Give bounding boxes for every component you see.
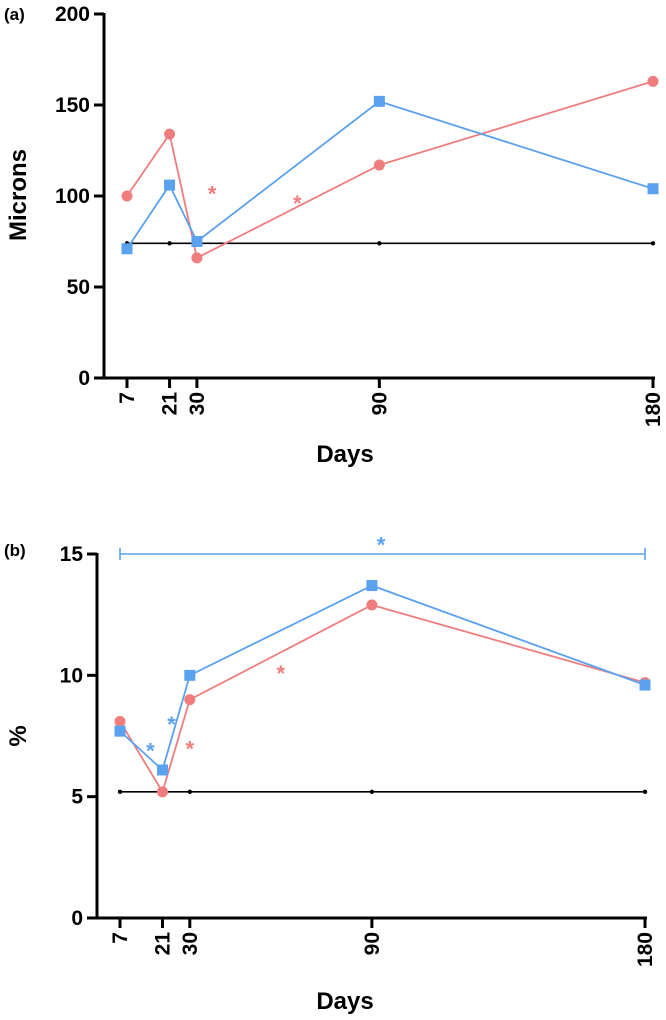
panel-a-x-tick-label: 30 bbox=[186, 392, 209, 415]
panel-a-x-tick-label: 90 bbox=[368, 392, 391, 415]
panel-b-series-blue-point bbox=[156, 764, 168, 776]
panel-a-series-blue-point bbox=[191, 236, 203, 247]
panel-a-series-red-point bbox=[647, 75, 659, 87]
panel-b-series-blue-point bbox=[184, 669, 196, 681]
panel-b-series-red-point bbox=[114, 715, 126, 727]
panel-a-label: (a) bbox=[4, 5, 25, 24]
panel-a-series-blue-point bbox=[647, 183, 659, 195]
panel-a-series-blue-point bbox=[164, 179, 176, 191]
panel-a-significance-asterisk: * bbox=[293, 191, 302, 216]
panel-b-significance-asterisk: * bbox=[146, 739, 155, 764]
panel-b-baseline-dot bbox=[117, 789, 123, 795]
panel-a-series-red-point bbox=[121, 190, 133, 202]
panel-a-y-axis-title: Microns bbox=[5, 149, 32, 241]
panel-b-y-tick-label: 10 bbox=[60, 664, 83, 687]
panel-b-significance-asterisk: * bbox=[186, 736, 195, 761]
panel-b: (b) Days % 0 5 10 15 7 21 30 90 180 * * * * * bbox=[4, 532, 657, 1015]
panel-b-x-tick-label: 180 bbox=[634, 932, 657, 967]
panel-b-series-blue-line bbox=[119, 584, 646, 772]
panel-b-y-tick-label: 15 bbox=[60, 543, 84, 566]
panel-a-baseline-dot bbox=[167, 241, 172, 246]
panel-a-series-red-line bbox=[126, 80, 654, 260]
panel-a-plot: 0 50 100 150 200 7 21 30 90 180 * * bbox=[55, 3, 665, 427]
panel-b-series-blue-point bbox=[639, 679, 651, 691]
panel-b-series-red-point bbox=[156, 786, 168, 798]
panel-b-baseline-dot bbox=[369, 789, 375, 795]
panel-a-y-tick-label: 50 bbox=[67, 276, 90, 299]
panel-b-label: (b) bbox=[4, 541, 26, 560]
panel-a-y-tick-label: 200 bbox=[55, 3, 90, 26]
panel-b-series-blue-point bbox=[114, 725, 126, 737]
panel-a-baseline-dot bbox=[650, 241, 656, 246]
panel-a-significance-asterisk: * bbox=[208, 182, 217, 207]
panel-b-y-tick-label: 5 bbox=[71, 786, 83, 809]
panel-a-series-blue-line bbox=[126, 100, 654, 250]
panel-a-series-red-point bbox=[191, 252, 203, 264]
panel-a-y-tick-label: 0 bbox=[78, 367, 90, 390]
panel-b-series-red-point bbox=[184, 694, 196, 706]
panel-a-y-tick-label: 150 bbox=[55, 94, 90, 117]
panel-b-x-tick-label: 7 bbox=[109, 932, 132, 944]
panel-a: (a) Days Microns 0 50 100 150 200 7 21 30 90 180 *… bbox=[4, 3, 665, 468]
panel-b-series-blue-point bbox=[366, 580, 378, 592]
panel-b-significance-asterisk: * bbox=[377, 532, 386, 557]
panel-b-significance-asterisk: * bbox=[167, 712, 176, 737]
panel-b-baseline-dot bbox=[642, 789, 648, 795]
panel-b-significance-asterisk: * bbox=[277, 661, 286, 686]
panel-b-y-tick-label: 0 bbox=[71, 907, 83, 930]
panel-b-x-tick-label: 90 bbox=[361, 932, 384, 955]
panel-a-x-tick-label: 180 bbox=[642, 392, 665, 427]
panel-a-x-tick-label: 21 bbox=[159, 392, 182, 416]
panel-b-series-red-line bbox=[119, 603, 646, 795]
panel-b-series-red-point bbox=[366, 599, 378, 611]
panel-a-y-tick-label: 100 bbox=[55, 185, 90, 208]
panel-a-series-blue-point bbox=[373, 95, 385, 107]
panel-a-series-red-point bbox=[373, 159, 385, 171]
panel-b-baseline-dot bbox=[187, 789, 192, 795]
panel-a-baseline-dot bbox=[377, 241, 382, 246]
panel-b-x-tick-label: 21 bbox=[151, 932, 174, 956]
panel-b-plot: 0 5 10 15 7 21 30 90 180 * * * * * bbox=[60, 532, 657, 967]
panel-b-x-tick-label: 30 bbox=[179, 932, 202, 955]
panel-a-series-blue-point bbox=[121, 243, 133, 255]
panel-b-y-axis-title: % bbox=[5, 725, 32, 746]
panel-a-series-red-point bbox=[164, 128, 176, 140]
panel-a-x-tick-label: 7 bbox=[116, 392, 139, 404]
panel-b-x-axis-title: Days bbox=[316, 988, 373, 1015]
panel-a-x-axis-title: Days bbox=[316, 441, 373, 468]
